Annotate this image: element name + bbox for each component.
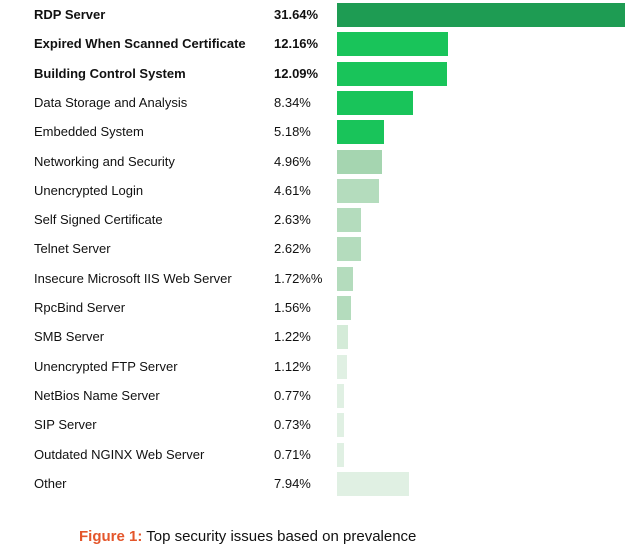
value-label: 8.34%	[274, 94, 311, 110]
bar	[337, 471, 410, 496]
caption-text: Top security issues based on prevalence	[142, 528, 417, 545]
bar	[337, 237, 361, 262]
category-label: Building Control System	[34, 65, 186, 81]
table-row: Unencrypted FTP Server 1.12%	[0, 352, 640, 381]
bar	[337, 383, 344, 408]
table-row: Telnet Server 2.62%	[0, 234, 640, 263]
bar	[337, 178, 379, 203]
value-label: 0.73%	[274, 417, 311, 433]
figure-label: Figure 1:	[79, 528, 143, 545]
category-label: Outdated NGINX Web Server	[34, 446, 205, 462]
bar	[337, 325, 349, 350]
bar	[337, 3, 625, 27]
value-label: 1.22%	[274, 329, 311, 345]
table-row: SIP Server 0.73%	[0, 410, 640, 439]
table-row: RDP Server 31.64%	[0, 0, 640, 29]
category-label: SMB Server	[34, 329, 105, 345]
value-label: 12.16%	[274, 36, 319, 52]
bar-chart: RDP Server 31.64% Expired When Scanned Cer…	[0, 0, 640, 498]
bar	[337, 413, 344, 438]
table-row: Networking and Security 4.96%	[0, 147, 640, 176]
category-label: Other	[34, 475, 67, 491]
bar	[337, 208, 361, 233]
value-label: 1.72%%	[274, 270, 323, 286]
value-label: 4.96%	[274, 153, 311, 169]
category-label: NetBios Name Server	[34, 387, 160, 403]
category-label: RDP Server	[34, 7, 106, 22]
value-label: 0.77%	[274, 387, 311, 403]
bar	[337, 61, 447, 86]
category-label: Self Signed Certificate	[34, 212, 163, 228]
table-row: SMB Server 1.22%	[0, 322, 640, 351]
value-label: 31.64%	[274, 7, 319, 22]
bar	[337, 442, 344, 467]
value-label: 5.18%	[274, 124, 311, 140]
category-label: RpcBind Server	[34, 300, 126, 315]
table-row: Embedded System 5.18%	[0, 117, 640, 146]
category-label: Insecure Microsoft IIS Web Server	[34, 270, 232, 286]
value-label: 7.94%	[274, 475, 311, 491]
category-label: Embedded System	[34, 124, 144, 140]
value-label: 1.12%	[274, 358, 311, 374]
value-label: 1.56%	[274, 300, 311, 315]
figure-caption: Figure 1: Top security issues based on p…	[79, 527, 416, 547]
value-label: 0.71%	[274, 446, 311, 462]
table-row: Unencrypted Login 4.61%	[0, 176, 640, 205]
table-row: Building Control System 12.09%	[0, 59, 640, 88]
table-row: Data Storage and Analysis 8.34%	[0, 88, 640, 117]
bar	[337, 266, 353, 291]
value-label: 2.62%	[274, 241, 311, 257]
table-row: NetBios Name Server 0.77%	[0, 381, 640, 410]
category-label: Networking and Security	[34, 153, 175, 169]
table-row: RpcBind Server 1.56%	[0, 293, 640, 322]
category-label: Expired When Scanned Certificate	[34, 36, 246, 52]
category-label: Unencrypted FTP Server	[34, 358, 178, 374]
bar	[337, 90, 413, 115]
category-label: Telnet Server	[34, 241, 111, 257]
category-label: Unencrypted Login	[34, 182, 144, 198]
value-label: 12.09%	[274, 65, 319, 81]
value-label: 2.63%	[274, 212, 311, 228]
table-row: Outdated NGINX Web Server 0.71%	[0, 440, 640, 469]
category-label: Data Storage and Analysis	[34, 94, 188, 110]
table-row: Other 7.94%	[0, 469, 640, 498]
category-label: SIP Server	[34, 417, 97, 433]
bar	[337, 32, 448, 57]
bar	[337, 149, 383, 174]
table-row: Expired When Scanned Certificate 12.16%	[0, 29, 640, 58]
bar	[337, 296, 352, 320]
table-row: Insecure Microsoft IIS Web Server 1.72%%	[0, 264, 640, 293]
table-row: Self Signed Certificate 2.63%	[0, 205, 640, 234]
value-label: 4.61%	[274, 182, 311, 198]
bar	[337, 120, 385, 145]
bar	[337, 354, 348, 379]
